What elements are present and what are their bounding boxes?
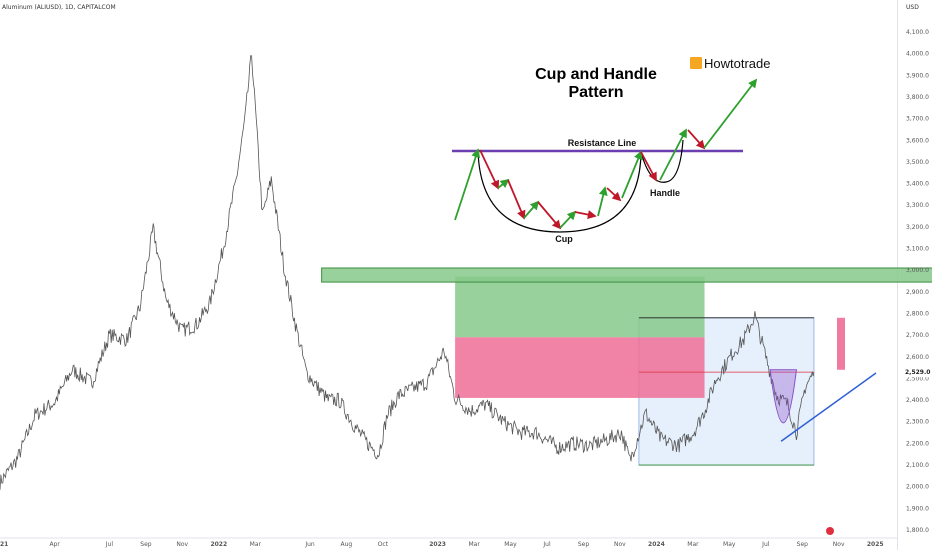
- x-tick-label: Mar: [250, 541, 262, 548]
- annotation-title-2: Pattern: [568, 84, 623, 101]
- x-tick-label: 2022: [210, 541, 227, 548]
- y-tick-label: 4,000.0: [906, 51, 929, 58]
- y-tick-label: 2,800.0: [906, 310, 929, 317]
- x-tick-label: Nov: [833, 541, 845, 548]
- handle-curve: [640, 139, 684, 183]
- x-tick-label: Apr: [50, 541, 61, 548]
- y-tick-label: 3,200.0: [906, 224, 929, 231]
- y-tick-label: 2,200.0: [906, 440, 929, 447]
- y-tick-label: 2,700.0: [906, 332, 929, 339]
- y-tick-label: 2,300.0: [906, 419, 929, 426]
- x-tick-label: Mar: [468, 541, 480, 548]
- annotation-title: Cup and Handle: [535, 66, 657, 83]
- y-tick-label: 3,300.0: [906, 202, 929, 209]
- symbol-title: Aluminum (ALIUSD), 1D, CAPITALCOM: [2, 4, 116, 11]
- y-tick-label: 1,800.0: [906, 527, 929, 534]
- cup-label: Cup: [555, 234, 573, 244]
- x-tick-label: May: [504, 541, 517, 548]
- x-tick-label: Jul: [105, 541, 114, 548]
- up-arrow-icon: [621, 150, 643, 199]
- y-tick-label: 2,900.0: [906, 289, 929, 296]
- down-arrow-icon: [479, 149, 499, 190]
- current-price-label: 2,529.0: [905, 369, 930, 376]
- cup-curve: [477, 149, 642, 233]
- y-tick-label: 2,100.0: [906, 462, 929, 469]
- x-tick-label: Aug: [341, 541, 353, 548]
- y-tick-label: 3,100.0: [906, 246, 929, 253]
- price-series-line: [0, 55, 815, 490]
- y-tick-label: 2,500.0: [906, 375, 929, 382]
- y-tick-label: 3,500.0: [906, 159, 929, 166]
- down-arrow-icon: [606, 187, 622, 202]
- x-tick-label: 2023: [429, 541, 446, 548]
- y-tick-label: 3,600.0: [906, 137, 929, 144]
- risk-zone: [455, 337, 705, 398]
- trend-line: [780, 372, 877, 442]
- y-tick-label: 3,400.0: [906, 181, 929, 188]
- logo-mark-icon: [690, 57, 702, 69]
- down-arrow-icon: [687, 129, 706, 150]
- x-tick-label: Jul: [761, 541, 770, 548]
- y-tick-label: 2,000.0: [906, 484, 929, 491]
- y-tick-label: 3,000.0: [906, 267, 929, 274]
- y-tick-label: 3,800.0: [906, 94, 929, 101]
- x-tick-label: Nov: [176, 541, 188, 548]
- x-tick-label: Jun: [304, 541, 315, 548]
- x-tick-label: Mar: [687, 541, 699, 548]
- up-arrow-icon: [703, 78, 758, 149]
- down-arrow-icon: [537, 201, 562, 230]
- resistance-band: [321, 267, 932, 283]
- y-tick-label: 1,900.0: [906, 505, 929, 512]
- handle-label: Handle: [650, 188, 680, 198]
- y-tick-label: 4,100.0: [906, 29, 929, 36]
- up-arrow-icon: [559, 210, 577, 229]
- y-tick-label: 3,700.0: [906, 116, 929, 123]
- down-arrow-icon: [574, 210, 597, 220]
- down-arrow-icon: [640, 151, 657, 182]
- x-tick-label: 2024: [648, 541, 665, 548]
- x-tick-label: 2025: [867, 541, 884, 548]
- y-tick-label: 2,400.0: [906, 397, 929, 404]
- x-tick-label: Oct: [378, 541, 389, 548]
- x-tick-label: 2021: [0, 541, 8, 548]
- up-arrow-icon: [597, 186, 608, 217]
- stop-box: [837, 317, 845, 370]
- profit-zone: [455, 276, 705, 338]
- x-tick-label: Sep: [797, 541, 809, 548]
- x-tick-label: Sep: [578, 541, 590, 548]
- event-flag-icon: [826, 527, 834, 535]
- y-tick-label: 2,600.0: [906, 354, 929, 361]
- x-tick-label: May: [723, 541, 736, 548]
- currency-label: USD: [906, 4, 919, 11]
- resistance-label: Resistance Line: [568, 138, 637, 148]
- logo-text: Howtotrade: [704, 56, 770, 71]
- x-tick-label: Jul: [542, 541, 551, 548]
- down-arrow-icon: [507, 179, 526, 220]
- x-tick-label: Sep: [140, 541, 152, 548]
- up-arrow-icon: [659, 128, 687, 181]
- price-badge-bg: [900, 367, 932, 378]
- up-arrow-icon: [523, 200, 540, 219]
- up-arrow-icon: [497, 178, 510, 189]
- x-tick-label: Nov: [614, 541, 626, 548]
- up-arrow-icon: [454, 148, 481, 221]
- y-tick-label: 3,900.0: [906, 72, 929, 79]
- cup-overlay: [769, 369, 797, 424]
